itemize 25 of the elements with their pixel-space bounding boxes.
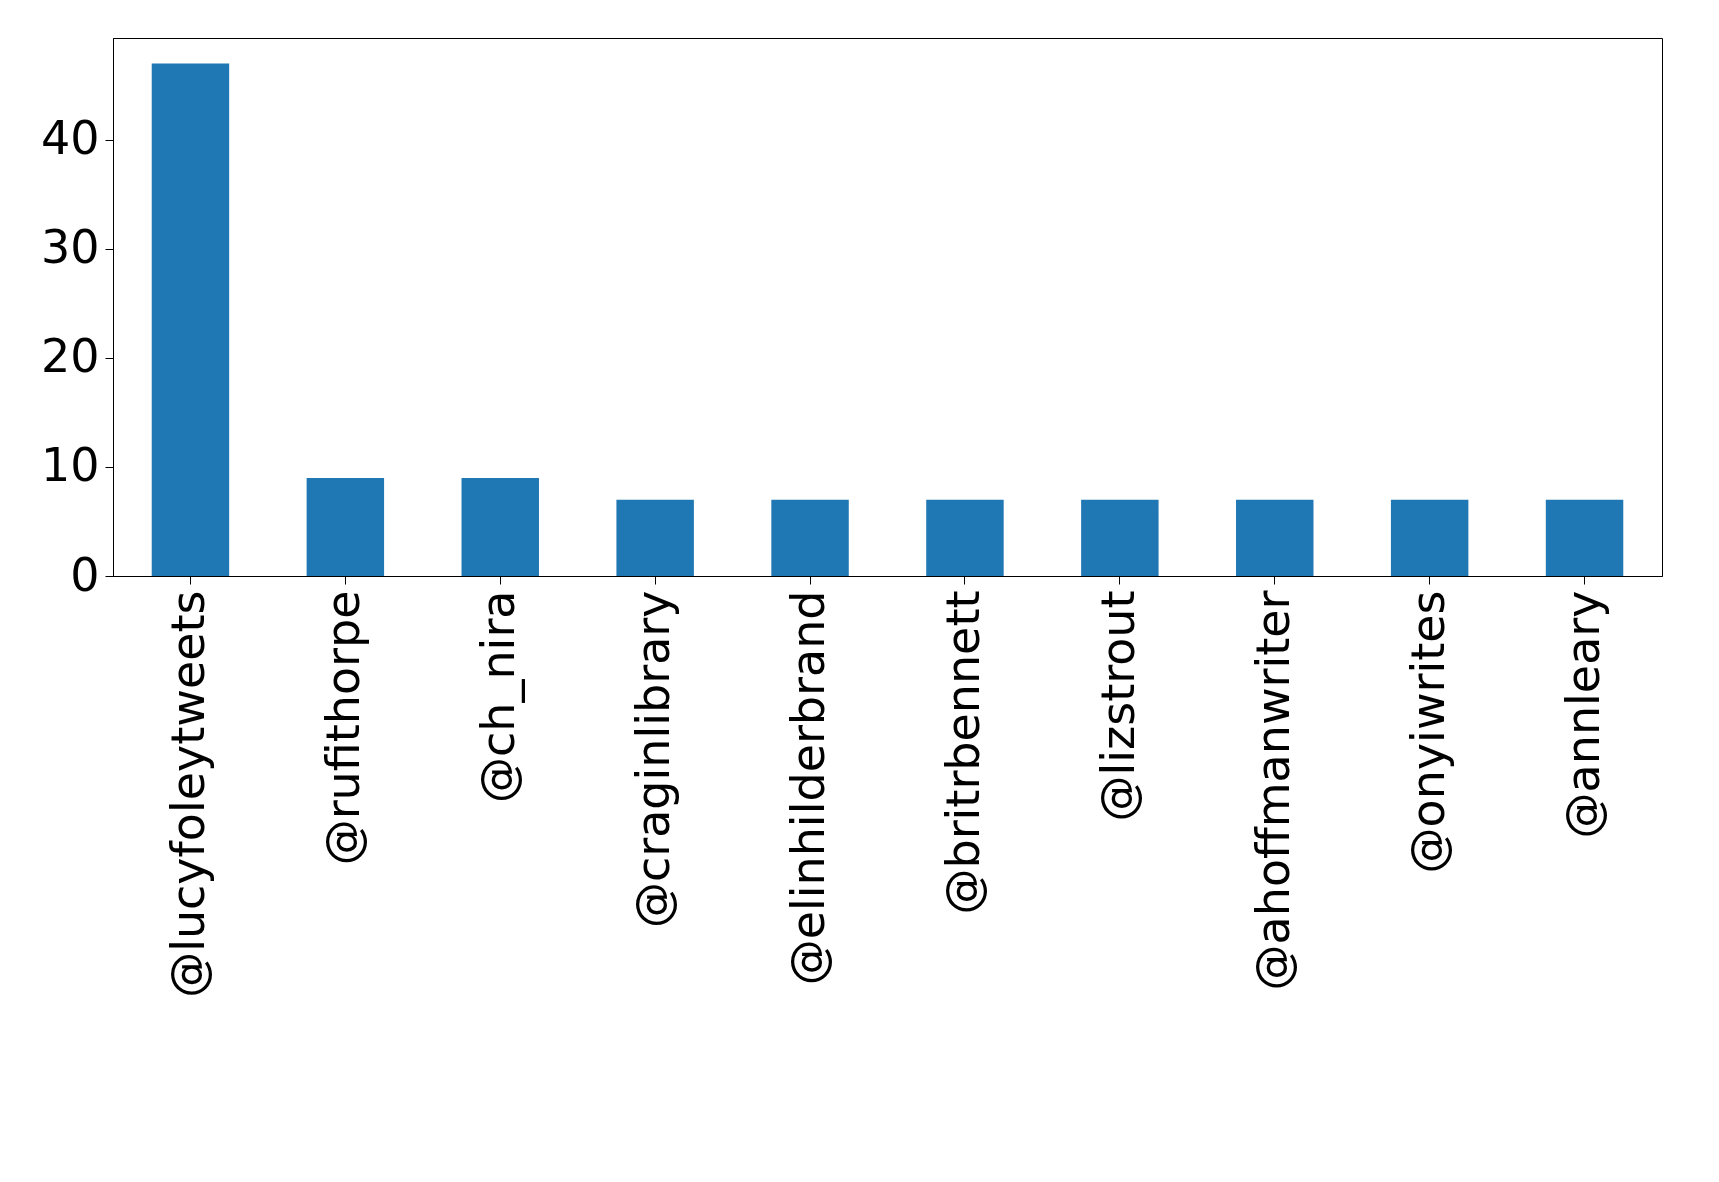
x-tick-label: @elinhilderbrand <box>781 590 836 986</box>
bar <box>151 63 230 576</box>
y-tick-label: 20 <box>40 329 100 384</box>
bar <box>306 477 385 576</box>
x-tick-label: @lizstrout <box>1090 590 1145 822</box>
x-tick-label: @ch_nira <box>471 590 526 803</box>
y-tick-label: 40 <box>40 111 100 166</box>
y-tick-label: 0 <box>70 547 100 602</box>
y-tick-label: 30 <box>40 220 100 275</box>
x-tick-label: @ahoffmanwriter <box>1245 590 1300 991</box>
bar <box>616 499 694 576</box>
x-tick-label: @lucyfoleytweets <box>161 590 216 998</box>
bar <box>1236 499 1314 576</box>
bar <box>1081 499 1159 576</box>
y-tick-label: 10 <box>40 438 100 493</box>
bar <box>771 499 849 576</box>
x-tick-label: @craginlibrary <box>626 590 681 929</box>
bar <box>926 499 1004 576</box>
x-tick-label: @annleary <box>1555 590 1610 839</box>
bar <box>1545 499 1624 576</box>
bar <box>1390 499 1469 576</box>
bar <box>461 477 539 576</box>
x-tick-label: @rufithorpe <box>316 590 371 866</box>
x-tick-label: @onyiwrites <box>1400 590 1455 874</box>
x-tick-label: @britrbennett <box>935 590 990 915</box>
